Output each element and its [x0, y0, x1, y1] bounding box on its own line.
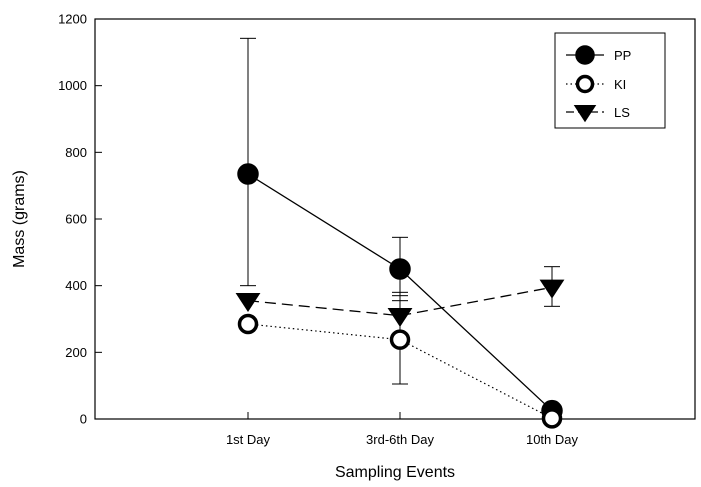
y-tick-label-3: 600: [65, 212, 87, 227]
legend-label-ls: LS: [614, 105, 630, 120]
y-tick-label-4: 800: [65, 145, 87, 160]
y-tick-label-0: 0: [80, 412, 87, 427]
y-tick-label-1: 200: [65, 345, 87, 360]
legend: PP KI LS: [554, 32, 666, 129]
x-tick-label-1: 3rd-6th Day: [366, 432, 434, 447]
x-axis: 1st Day 3rd-6th Day 10th Day: [226, 412, 579, 447]
point-ki-2: [541, 408, 563, 429]
point-pp-1: [389, 258, 411, 280]
x-tick-label-0: 1st Day: [226, 432, 271, 447]
point-ls-0: [235, 292, 261, 312]
x-tick-label-2: 10th Day: [526, 432, 579, 447]
legend-label-pp: PP: [614, 48, 631, 63]
point-ki-0: [237, 313, 259, 335]
series-line-ki: [247, 323, 553, 419]
y-axis-label: Mass (grams): [11, 170, 28, 268]
point-pp-0: [237, 163, 259, 185]
series-line-ls: [247, 286, 553, 317]
y-tick-label-5: 1000: [58, 78, 87, 93]
point-ls-2: [539, 279, 565, 299]
legend-marker-ki: [575, 74, 595, 94]
y-axis: 0 200 400 600 800 1000 1200: [58, 12, 102, 427]
legend-marker-pp: [575, 45, 595, 65]
legend-box: [554, 32, 666, 129]
legend-label-ki: KI: [614, 77, 626, 92]
legend-marker-ls: [573, 105, 597, 123]
y-tick-label-6: 1200: [58, 12, 87, 27]
y-tick-label-2: 400: [65, 278, 87, 293]
point-ki-1: [389, 329, 411, 350]
x-axis-label: Sampling Events: [335, 464, 455, 481]
series-layer: [235, 37, 565, 429]
point-ls-1: [387, 307, 413, 327]
